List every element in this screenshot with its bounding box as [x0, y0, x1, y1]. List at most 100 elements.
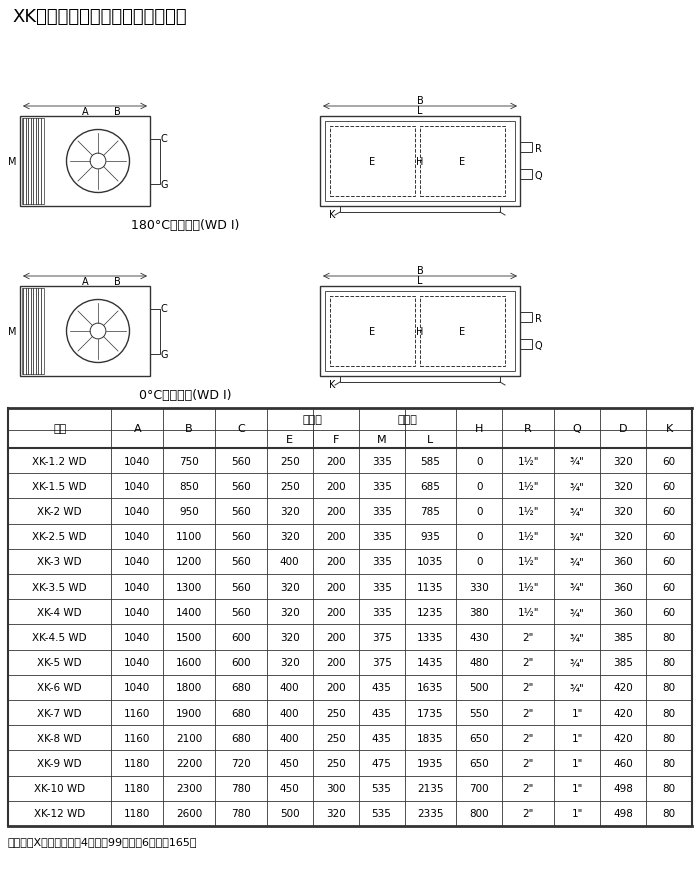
Text: XK型超薄型卧式吊顶空调机组尺寸: XK型超薄型卧式吊顶空调机组尺寸	[12, 8, 187, 26]
Text: 330: 330	[470, 582, 489, 592]
Text: B: B	[114, 276, 121, 287]
Text: H: H	[416, 157, 424, 167]
Text: XK-10 WD: XK-10 WD	[34, 783, 85, 793]
Text: 435: 435	[372, 733, 391, 743]
Text: 60: 60	[662, 532, 676, 541]
Text: 200: 200	[326, 507, 345, 517]
Bar	[20, 287, 150, 377]
Bar	[150, 309, 160, 354]
Text: 200: 200	[326, 607, 345, 618]
Bar	[520, 313, 532, 323]
Text: 650: 650	[470, 758, 489, 768]
Text: 1½": 1½"	[517, 582, 539, 592]
Text: 780: 780	[231, 809, 251, 819]
Text: 2": 2"	[522, 733, 534, 743]
Text: 1040: 1040	[124, 507, 150, 517]
Text: XK-8 WD: XK-8 WD	[37, 733, 82, 743]
Text: 335: 335	[372, 532, 391, 541]
Text: 250: 250	[326, 758, 346, 768]
Text: 780: 780	[231, 783, 251, 793]
Text: K: K	[329, 210, 335, 220]
Text: R: R	[524, 424, 532, 433]
Text: ¾": ¾"	[570, 607, 584, 618]
Bar	[22, 289, 44, 375]
Text: 320: 320	[280, 607, 300, 618]
Text: D: D	[619, 424, 627, 433]
Text: XK-2.5 WD: XK-2.5 WD	[32, 532, 87, 541]
Text: 560: 560	[231, 607, 251, 618]
Text: 60: 60	[662, 507, 676, 517]
Text: 80: 80	[662, 758, 676, 768]
Text: E: E	[286, 434, 293, 445]
Text: 1½": 1½"	[517, 556, 539, 567]
Text: 1335: 1335	[417, 633, 444, 642]
Bar	[520, 170, 532, 180]
Text: 785: 785	[421, 507, 440, 517]
Text: L: L	[417, 106, 423, 116]
Text: 360: 360	[613, 582, 633, 592]
Text: C: C	[160, 135, 167, 144]
Text: 560: 560	[231, 582, 251, 592]
Text: B: B	[114, 107, 121, 117]
Text: XK-3.5 WD: XK-3.5 WD	[32, 582, 87, 592]
Text: 1800: 1800	[176, 682, 202, 693]
Text: 420: 420	[613, 708, 633, 718]
Text: 450: 450	[280, 758, 300, 768]
Text: 480: 480	[470, 657, 489, 667]
Text: 80: 80	[662, 809, 676, 819]
Text: 335: 335	[372, 456, 391, 466]
Text: 420: 420	[613, 733, 633, 743]
Text: 1635: 1635	[417, 682, 444, 693]
Text: 80: 80	[662, 633, 676, 642]
Text: E: E	[459, 327, 466, 337]
Text: G: G	[160, 179, 168, 190]
Text: B: B	[186, 424, 193, 433]
Text: 1½": 1½"	[517, 507, 539, 517]
Text: 1040: 1040	[124, 682, 150, 693]
Text: 0: 0	[476, 481, 482, 491]
Text: 200: 200	[326, 657, 345, 667]
Bar	[340, 206, 500, 213]
Text: H: H	[475, 424, 484, 433]
Text: 385: 385	[613, 657, 633, 667]
Text: 2600: 2600	[176, 809, 202, 819]
Text: 250: 250	[280, 456, 300, 466]
Text: 1½": 1½"	[517, 607, 539, 618]
Text: 560: 560	[231, 481, 251, 491]
Text: 2135: 2135	[417, 783, 444, 793]
Text: ¾": ¾"	[570, 556, 584, 567]
Text: 1040: 1040	[124, 657, 150, 667]
Text: ¾": ¾"	[570, 532, 584, 541]
Text: 300: 300	[326, 783, 345, 793]
Text: 320: 320	[280, 532, 300, 541]
Text: R: R	[535, 144, 541, 153]
Text: 1": 1"	[571, 809, 582, 819]
Text: 0: 0	[476, 456, 482, 466]
Text: 2": 2"	[522, 783, 534, 793]
Text: 680: 680	[231, 708, 251, 718]
Text: 400: 400	[280, 708, 300, 718]
Text: 1040: 1040	[124, 582, 150, 592]
Text: 800: 800	[470, 809, 489, 819]
Text: 380: 380	[470, 607, 489, 618]
Text: ¾": ¾"	[570, 582, 584, 592]
Text: XK-4.5 WD: XK-4.5 WD	[32, 633, 87, 642]
Text: 1200: 1200	[176, 556, 202, 567]
Text: 375: 375	[372, 657, 391, 667]
Text: 1½": 1½"	[517, 532, 539, 541]
Text: 1435: 1435	[417, 657, 444, 667]
Text: 335: 335	[372, 556, 391, 567]
Text: 1135: 1135	[417, 582, 444, 592]
Text: 460: 460	[613, 758, 633, 768]
Text: 2": 2"	[522, 708, 534, 718]
Bar	[22, 119, 44, 205]
Bar	[325, 122, 515, 202]
Text: 0: 0	[476, 532, 482, 541]
Text: XK-4 WD: XK-4 WD	[37, 607, 82, 618]
Text: 680: 680	[231, 682, 251, 693]
Text: 1100: 1100	[176, 532, 202, 541]
Text: M: M	[8, 327, 16, 337]
Text: 320: 320	[280, 657, 300, 667]
Text: 2335: 2335	[417, 809, 444, 819]
Text: 80: 80	[662, 708, 676, 718]
